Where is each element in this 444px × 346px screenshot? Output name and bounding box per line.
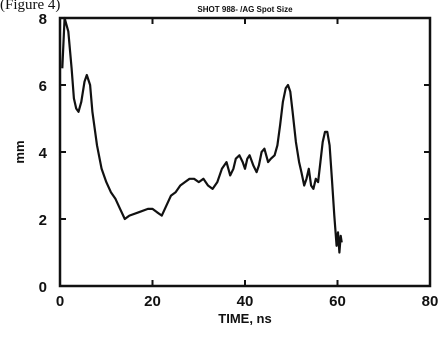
plot-frame — [58, 16, 432, 288]
x-tick-label: 40 — [237, 293, 254, 310]
chart-title: SHOT 988- /AG Spot Size — [197, 5, 293, 14]
axis-tick-labels: 0 20 40 60 80 0 2 4 6 8 — [39, 11, 439, 310]
y-tick-label: 4 — [39, 145, 48, 162]
x-tick-label: 60 — [329, 293, 346, 310]
y-tick-label: 0 — [39, 279, 47, 296]
y-axis-label: mm — [12, 140, 27, 163]
caption-fragment: (Figure 4) — [0, 0, 61, 13]
x-tick-label: 0 — [56, 293, 64, 310]
spot-size-series-line — [61, 16, 343, 254]
x-tick-label: 20 — [144, 293, 161, 310]
x-axis-label: TIME, ns — [218, 311, 271, 326]
y-tick-label: 6 — [39, 78, 47, 95]
axis-ticks — [59, 17, 431, 287]
y-tick-label: 8 — [39, 11, 47, 28]
x-tick-label: 80 — [422, 293, 439, 310]
y-tick-label: 2 — [39, 212, 47, 229]
